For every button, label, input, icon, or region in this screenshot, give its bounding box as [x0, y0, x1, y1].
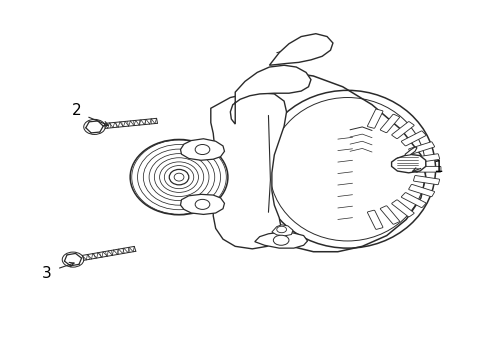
Polygon shape [270, 34, 333, 65]
Text: 2: 2 [72, 103, 81, 118]
Polygon shape [180, 194, 224, 215]
Ellipse shape [62, 252, 84, 267]
FancyBboxPatch shape [380, 114, 400, 133]
Ellipse shape [174, 173, 184, 181]
FancyBboxPatch shape [409, 184, 435, 197]
Ellipse shape [195, 144, 210, 154]
FancyBboxPatch shape [368, 109, 383, 128]
FancyBboxPatch shape [392, 122, 414, 139]
FancyBboxPatch shape [368, 210, 383, 229]
FancyBboxPatch shape [401, 131, 426, 146]
Ellipse shape [277, 226, 287, 233]
Ellipse shape [273, 235, 289, 245]
FancyBboxPatch shape [401, 193, 426, 208]
Ellipse shape [195, 199, 210, 210]
Text: 3: 3 [42, 266, 52, 282]
Polygon shape [255, 232, 308, 248]
Polygon shape [180, 139, 224, 160]
Ellipse shape [130, 139, 228, 215]
Polygon shape [405, 147, 417, 156]
Polygon shape [230, 65, 311, 124]
FancyBboxPatch shape [416, 166, 441, 172]
FancyBboxPatch shape [409, 142, 435, 154]
Ellipse shape [169, 170, 189, 185]
Text: 1: 1 [433, 160, 443, 175]
Polygon shape [262, 72, 426, 252]
FancyBboxPatch shape [392, 200, 414, 217]
FancyBboxPatch shape [414, 154, 440, 163]
Polygon shape [392, 154, 426, 173]
Polygon shape [272, 225, 293, 236]
Polygon shape [211, 92, 287, 249]
FancyBboxPatch shape [380, 206, 400, 224]
FancyBboxPatch shape [414, 176, 440, 185]
Ellipse shape [84, 120, 105, 134]
